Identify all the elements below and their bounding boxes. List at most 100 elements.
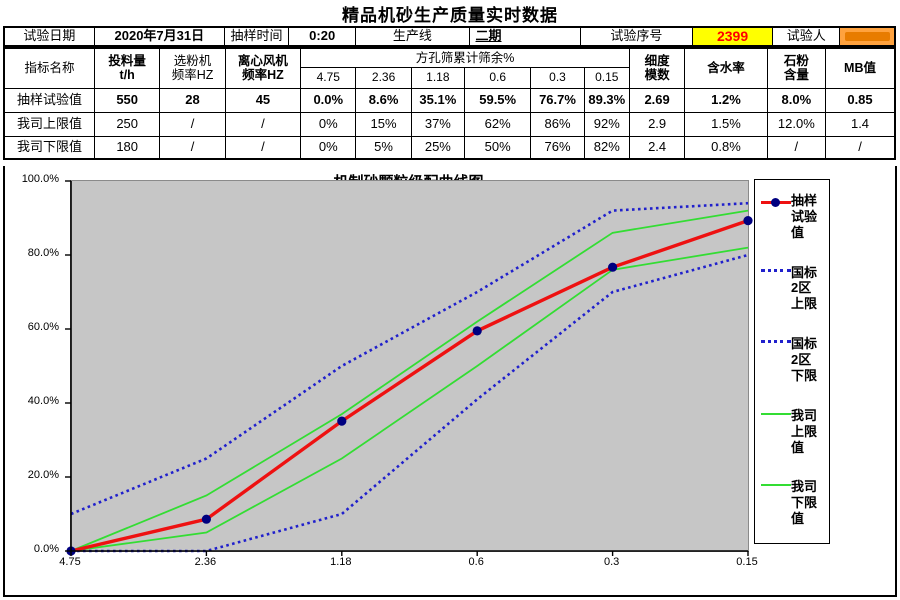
- y-axis-tick-label: 40.0%: [27, 395, 59, 407]
- fan-header-line1: 离心风机: [237, 53, 288, 68]
- cell-mb[interactable]: 1.4: [825, 111, 896, 137]
- indicator-name-header: 指标名称: [3, 47, 95, 89]
- cell-stone[interactable]: /: [766, 135, 827, 160]
- info-row: 试验日期 2020年7月31日 抽样时间 0:20 生产线 二期 试验序号 23…: [3, 26, 896, 47]
- green-line-key-icon: [761, 412, 791, 415]
- legend-label: 国标2区下限: [791, 336, 818, 383]
- test-serial-label: 试验序号: [579, 26, 693, 47]
- test-serial-value[interactable]: 2399: [691, 26, 774, 47]
- sieve-size-header: 2.36: [355, 66, 412, 89]
- cell-sieve[interactable]: 92%: [583, 111, 630, 137]
- cell-sieve[interactable]: 8.6%: [355, 87, 412, 113]
- cell-moisture[interactable]: 1.2%: [684, 87, 768, 113]
- sample-time-label: 抽样时间: [223, 26, 290, 47]
- cell-moisture[interactable]: 1.5%: [684, 111, 768, 137]
- fan-header-line2: 频率HZ: [242, 68, 284, 83]
- cell-stone[interactable]: 12.0%: [766, 111, 827, 137]
- stone-header-line1: 石粉: [783, 53, 809, 68]
- legend-label: 国标2区上限: [791, 264, 818, 312]
- stone-header-line2: 含量: [783, 68, 809, 83]
- cell-feed[interactable]: 250: [93, 111, 161, 137]
- cell-sieve[interactable]: 76%: [530, 135, 585, 160]
- page-title: 精品机砂生产质量实时数据: [342, 6, 558, 25]
- y-axis-tick-label: 20.0%: [27, 469, 59, 481]
- cell-sieve[interactable]: 0%: [300, 111, 357, 137]
- stone-powder-header: 石粉 含量: [766, 47, 827, 89]
- cell-fan[interactable]: 45: [224, 87, 302, 113]
- fan-freq-header: 离心风机 频率HZ: [224, 47, 302, 89]
- feed-rate-header-line2: t/h: [119, 68, 135, 83]
- header-row-top: 指标名称 投料量 t/h 选粉机 频率HZ 离心风机 频率HZ 方孔筛累计筛余%…: [3, 47, 896, 89]
- fineness-header-line2: 模数: [644, 68, 670, 83]
- cell-feed[interactable]: 550: [93, 87, 161, 113]
- legend-item-company-lower[interactable]: 我司下限值: [761, 479, 827, 527]
- mb-value-header: MB值: [825, 47, 896, 89]
- cell-moisture[interactable]: 0.8%: [684, 135, 768, 160]
- x-axis-labels: 4.75 2.36 1.18 0.6 0.3 0.15: [59, 556, 757, 572]
- cell-sieve[interactable]: 62%: [463, 111, 532, 137]
- cell-fan[interactable]: /: [224, 135, 302, 160]
- cell-sieve[interactable]: 89.3%: [583, 87, 630, 113]
- y-axis-labels: 0.0% 20.0% 40.0% 60.0% 80.0% 100.0%: [5, 166, 63, 595]
- cell-feed[interactable]: 180: [93, 135, 161, 160]
- cell-mb[interactable]: 0.85: [825, 87, 896, 113]
- cell-sieve[interactable]: 35.1%: [410, 87, 466, 113]
- row-label: 我司下限值: [3, 135, 95, 160]
- x-axis-tick-label: 0.6: [468, 556, 484, 568]
- cell-sieve[interactable]: 0%: [300, 135, 357, 160]
- green-line-key-icon: [761, 484, 791, 487]
- indicator-table: 指标名称 投料量 t/h 选粉机 频率HZ 离心风机 频率HZ 方孔筛累计筛余%…: [3, 47, 896, 160]
- test-date-label: 试验日期: [3, 26, 95, 47]
- cell-sieve[interactable]: 0.0%: [300, 87, 357, 113]
- legend-item-gb-upper[interactable]: 国标2区上限: [761, 265, 827, 313]
- x-axis-tick-label: 1.18: [330, 556, 352, 568]
- cell-fineness[interactable]: 2.69: [628, 87, 686, 113]
- y-axis-tick-label: 100.0%: [21, 173, 59, 185]
- table-row-upper-limit: 我司上限值 250 / / 0% 15% 37% 62% 86% 92% 2.9…: [3, 111, 896, 137]
- sieve-group-header: 方孔筛累计筛余%: [300, 47, 630, 68]
- cell-fan[interactable]: /: [224, 111, 302, 137]
- cell-fineness[interactable]: 2.4: [628, 135, 686, 160]
- info-table: 试验日期 2020年7月31日 抽样时间 0:20 生产线 二期 试验序号 23…: [3, 26, 896, 47]
- chart-plot-area: [65, 180, 753, 556]
- cell-sieve[interactable]: 15%: [355, 111, 412, 137]
- dotted-line-key-icon: [761, 340, 791, 344]
- y-axis-tick-label: 0.0%: [33, 543, 59, 555]
- row-label: 抽样试验值: [3, 87, 95, 113]
- cell-classifier[interactable]: /: [159, 135, 226, 160]
- cell-stone[interactable]: 8.0%: [766, 87, 827, 113]
- production-line-label: 生产线: [355, 26, 470, 47]
- cell-sieve[interactable]: 76.7%: [530, 87, 585, 113]
- chart-plot-svg: [65, 180, 753, 556]
- cell-fineness[interactable]: 2.9: [628, 111, 686, 137]
- cell-sieve[interactable]: 59.5%: [463, 87, 532, 113]
- classifier-header-line1: 选粉机: [173, 53, 212, 68]
- legend-item-company-upper[interactable]: 我司上限值: [761, 408, 827, 456]
- feed-rate-header-line1: 投料量: [108, 53, 146, 68]
- cell-sieve[interactable]: 25%: [410, 135, 466, 160]
- cell-sieve[interactable]: 50%: [463, 135, 532, 160]
- cell-mb[interactable]: /: [825, 135, 896, 160]
- header-row-sieves: 4.75 2.36 1.18 0.6 0.3 0.15: [4, 66, 895, 89]
- cell-classifier[interactable]: 28: [159, 87, 226, 113]
- legend-item-sample[interactable]: 抽样试验值: [761, 193, 827, 241]
- test-date-value[interactable]: 2020年7月31日: [93, 26, 225, 47]
- sample-time-value[interactable]: 0:20: [288, 26, 357, 47]
- cell-sieve[interactable]: 5%: [355, 135, 412, 160]
- cell-sieve[interactable]: 37%: [410, 111, 466, 137]
- feed-rate-header: 投料量 t/h: [93, 47, 161, 89]
- production-line-value[interactable]: 二期: [468, 26, 581, 47]
- sieve-size-header: 0.3: [530, 66, 585, 89]
- cell-classifier[interactable]: /: [159, 111, 226, 137]
- classifier-freq-header: 选粉机 频率HZ: [159, 47, 226, 89]
- cell-sieve[interactable]: 86%: [530, 111, 585, 137]
- sieve-size-header: 4.75: [300, 66, 357, 89]
- dotted-line-key-icon: [761, 268, 791, 272]
- cell-sieve[interactable]: 82%: [583, 135, 630, 160]
- x-axis-tick-label: 0.3: [603, 556, 620, 568]
- tester-value-cell[interactable]: [839, 26, 896, 47]
- tester-label: 试验人: [772, 26, 841, 47]
- legend-item-gb-lower[interactable]: 国标2区下限: [761, 336, 827, 384]
- x-axis-tick-label: 2.36: [194, 556, 217, 568]
